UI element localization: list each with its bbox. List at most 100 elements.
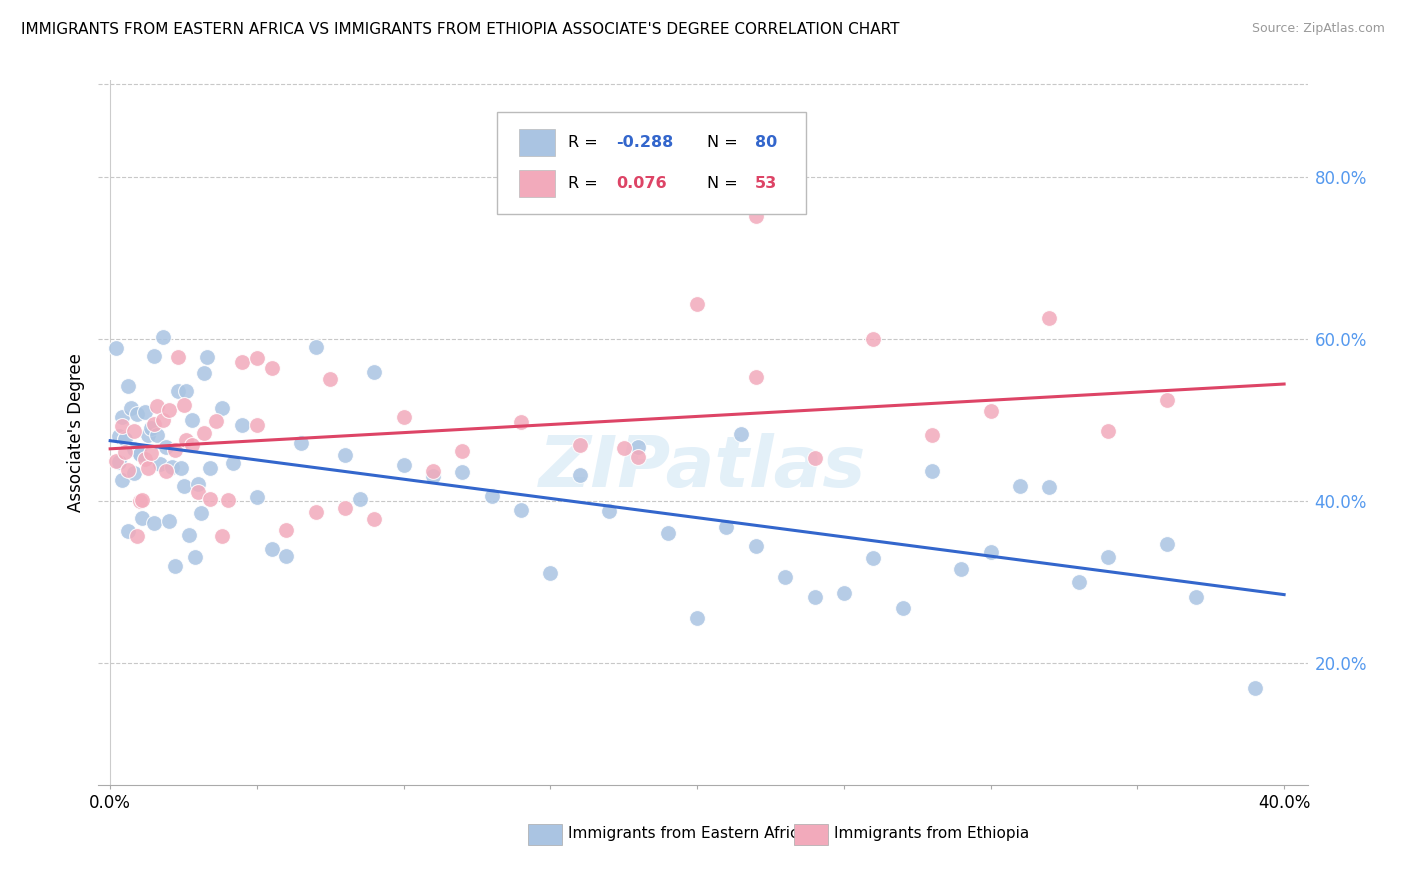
Point [131, 493, 153, 508]
Point [627, 440, 650, 454]
Bar [793, 823, 828, 845]
Text: N =: N = [707, 176, 742, 191]
Point [363, 512, 385, 526]
Point [122, 442, 145, 456]
Point [166, 350, 188, 364]
Point [136, 428, 159, 442]
Point [1097, 549, 1119, 564]
Point [131, 510, 153, 524]
Point [146, 428, 169, 442]
Text: 53: 53 [755, 176, 778, 191]
Point [169, 461, 191, 475]
Point [613, 441, 636, 455]
Point [1156, 537, 1178, 551]
Point [333, 501, 356, 516]
Point [157, 403, 180, 417]
Point [117, 524, 139, 539]
Point [363, 366, 385, 380]
Point [627, 450, 650, 465]
Point [105, 342, 128, 356]
Point [211, 529, 233, 543]
Point [184, 550, 207, 565]
Point [163, 559, 186, 574]
Point [128, 448, 150, 462]
Text: ZIPatlas: ZIPatlas [540, 434, 866, 502]
Point [152, 413, 174, 427]
Point [422, 464, 444, 478]
Point [276, 549, 298, 563]
Point [392, 409, 415, 424]
Point [108, 429, 131, 443]
FancyBboxPatch shape [498, 112, 806, 214]
Point [128, 493, 150, 508]
Point [568, 437, 591, 451]
Point [422, 468, 444, 483]
Point [231, 355, 253, 369]
Point [745, 370, 768, 384]
Point [745, 210, 768, 224]
Point [276, 524, 298, 538]
Point [510, 415, 533, 429]
Point [451, 465, 474, 479]
Point [862, 332, 884, 346]
Point [231, 417, 253, 432]
Point [1097, 424, 1119, 438]
Point [598, 503, 620, 517]
Point [157, 514, 180, 528]
Point [187, 476, 209, 491]
Point [114, 432, 136, 446]
Point [176, 384, 198, 398]
Text: N =: N = [707, 135, 742, 150]
Point [114, 445, 136, 459]
Point [149, 457, 172, 471]
Point [181, 438, 204, 452]
Point [146, 399, 169, 413]
Point [111, 473, 134, 487]
Point [136, 460, 159, 475]
Point [319, 371, 342, 385]
Point [891, 601, 914, 615]
Point [117, 463, 139, 477]
Point [304, 340, 326, 354]
Point [143, 417, 166, 431]
Bar [527, 823, 561, 845]
Point [193, 426, 215, 441]
Point [217, 492, 239, 507]
Point [166, 384, 188, 398]
Point [730, 427, 752, 442]
Point [803, 451, 825, 466]
Point [832, 586, 855, 600]
Text: 80: 80 [755, 135, 778, 150]
Point [1008, 479, 1031, 493]
Point [481, 489, 503, 503]
Point [163, 442, 186, 457]
Point [114, 432, 136, 446]
Point [260, 360, 283, 375]
Point [187, 484, 209, 499]
Point [980, 545, 1002, 559]
Point [773, 569, 796, 583]
Bar [519, 169, 555, 196]
Point [333, 448, 356, 462]
Point [222, 456, 245, 470]
Point [921, 464, 943, 478]
Point [451, 444, 474, 458]
Text: R =: R = [568, 176, 602, 191]
Point [950, 562, 973, 576]
Point [716, 520, 738, 534]
Point [204, 413, 226, 427]
Point [921, 427, 943, 442]
Point [1156, 392, 1178, 407]
Y-axis label: Associate's Degree: Associate's Degree [66, 353, 84, 512]
Point [260, 541, 283, 556]
Point [173, 479, 195, 493]
Point [195, 350, 218, 364]
Point [657, 526, 679, 541]
Point [198, 460, 221, 475]
Point [141, 421, 163, 435]
Point [190, 506, 212, 520]
Point [568, 468, 591, 483]
Text: Immigrants from Eastern Africa: Immigrants from Eastern Africa [568, 826, 807, 841]
Point [179, 527, 201, 541]
Point [120, 401, 142, 415]
